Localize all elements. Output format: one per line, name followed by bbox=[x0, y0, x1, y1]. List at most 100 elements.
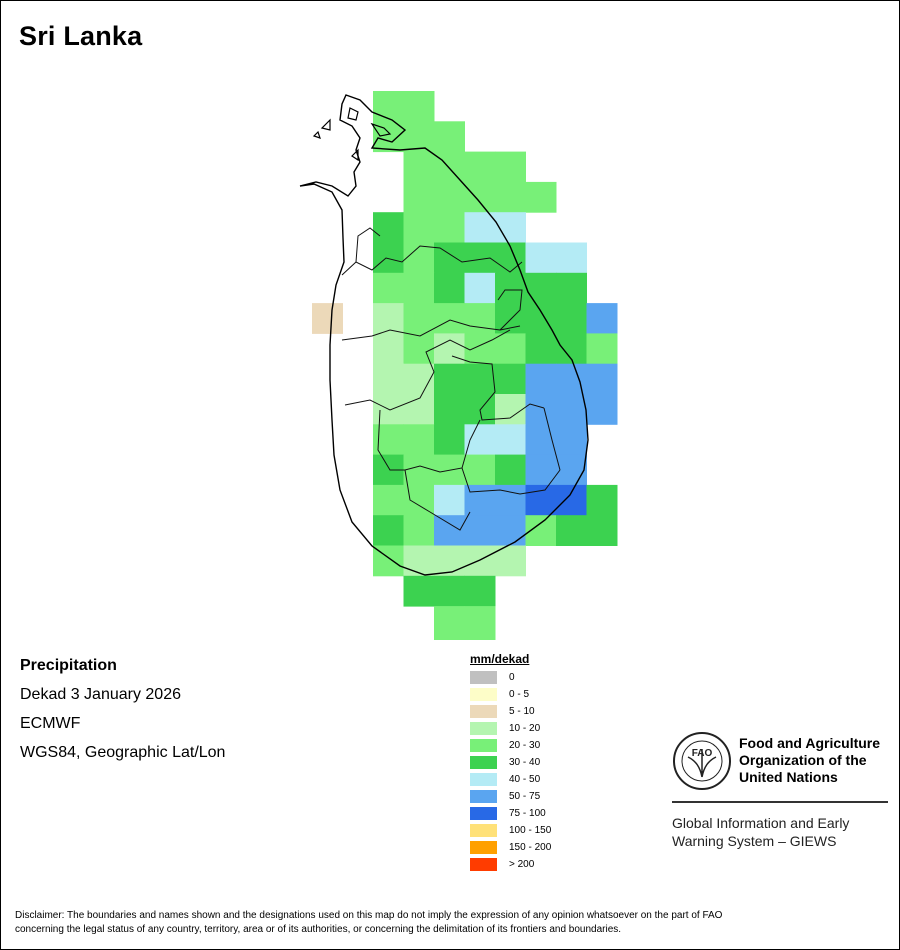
grid-cell bbox=[495, 394, 526, 425]
legend-swatch bbox=[470, 671, 497, 684]
internal-boundary-1 bbox=[341, 245, 523, 276]
grid-cell bbox=[434, 242, 465, 274]
grid-cell bbox=[495, 484, 526, 516]
legend-item: > 200 bbox=[470, 856, 551, 873]
grid-cell bbox=[434, 394, 465, 425]
projection-label: WGS84, Geographic Lat/Lon bbox=[20, 744, 226, 761]
legend-label: 10 - 20 bbox=[509, 723, 541, 734]
grid-cell bbox=[434, 272, 465, 304]
grid-cell bbox=[403, 181, 435, 213]
grid-cell bbox=[312, 303, 343, 334]
legend-label: 0 bbox=[509, 672, 515, 683]
legend-label: 100 - 150 bbox=[509, 825, 552, 836]
legend-label: 5 - 10 bbox=[509, 706, 535, 717]
grid-cell bbox=[556, 303, 587, 334]
legend-label: 75 - 100 bbox=[509, 808, 546, 819]
disclaimer-line1: Disclaimer: The boundaries and names sho… bbox=[15, 910, 723, 921]
giews-line2: Warning System – GIEWS bbox=[672, 833, 837, 849]
grid-cell bbox=[434, 212, 465, 243]
grid-cell bbox=[464, 424, 496, 456]
grid-cell bbox=[403, 333, 435, 365]
grid-cell bbox=[434, 515, 465, 546]
grid-cell bbox=[495, 333, 526, 365]
legend-item: 20 - 30 bbox=[470, 737, 551, 754]
grid-cell bbox=[525, 242, 557, 274]
sri-lanka-coastline bbox=[299, 94, 589, 576]
grid-cell bbox=[525, 181, 557, 213]
legend-swatch bbox=[470, 858, 497, 871]
disclaimer: Disclaimer: The boundaries and names sho… bbox=[15, 909, 885, 937]
grid-cell bbox=[403, 272, 435, 304]
grid-cell bbox=[403, 575, 435, 607]
legend-item: 0 - 5 bbox=[470, 686, 551, 703]
legend-label: 150 - 200 bbox=[509, 842, 552, 853]
fao-name-line1: Food and Agriculture bbox=[739, 735, 881, 751]
map-info: Precipitation Dekad 3 January 2026 ECMWF… bbox=[20, 656, 225, 772]
grid-cell bbox=[495, 212, 526, 243]
grid-cell bbox=[434, 181, 465, 213]
grid-cell bbox=[464, 515, 496, 546]
grid-cell bbox=[464, 212, 496, 243]
legend-label: > 200 bbox=[509, 859, 535, 870]
legend-swatch bbox=[470, 739, 497, 752]
grid-cell bbox=[464, 181, 496, 213]
grid-cell bbox=[464, 606, 496, 637]
grid-cell bbox=[373, 91, 404, 122]
grid-cell bbox=[434, 575, 465, 607]
grid-cell bbox=[464, 363, 496, 395]
internal-boundary-10 bbox=[404, 469, 471, 531]
grid-cell bbox=[373, 363, 404, 395]
grid-cell bbox=[403, 515, 435, 546]
grid-cell bbox=[525, 424, 557, 456]
fao-name-line2: Organization of the bbox=[739, 752, 867, 768]
legend-items: 0 0 - 5 5 - 10 10 - 20 20 - 30 30 - 40 40 - 50… bbox=[470, 669, 551, 873]
legend-item: 0 bbox=[470, 669, 551, 686]
grid-cell bbox=[434, 333, 465, 365]
grid-cell bbox=[495, 454, 526, 486]
legend-item: 30 - 40 bbox=[470, 754, 551, 771]
grid-cell bbox=[495, 303, 526, 334]
grid-cell bbox=[373, 272, 404, 304]
grid-cell bbox=[403, 151, 435, 183]
grid-cell bbox=[373, 303, 404, 334]
grid-cell bbox=[525, 272, 557, 304]
legend-item: 100 - 150 bbox=[470, 822, 551, 839]
precipitation-map bbox=[299, 91, 618, 640]
fao-logo-text: FAO bbox=[692, 748, 713, 759]
period-label: Dekad 3 January 2026 bbox=[20, 686, 181, 703]
grid-cell bbox=[434, 303, 465, 334]
grid-cell bbox=[403, 545, 435, 577]
internal-boundary-11 bbox=[543, 407, 561, 471]
fao-logo: FAO bbox=[673, 732, 731, 790]
grid-cell bbox=[495, 424, 526, 456]
grid-cell bbox=[373, 515, 404, 546]
grid-cell bbox=[464, 454, 496, 486]
internal-boundary-2 bbox=[355, 227, 381, 263]
grid-cell bbox=[495, 151, 526, 183]
internal-boundary-3 bbox=[341, 319, 521, 341]
legend-item: 40 - 50 bbox=[470, 771, 551, 788]
grid-cell bbox=[586, 333, 618, 365]
legend-swatch bbox=[470, 705, 497, 718]
grid-cell bbox=[556, 484, 587, 516]
grid-cell bbox=[525, 484, 557, 516]
grid-cell bbox=[525, 333, 557, 365]
legend-label: 50 - 75 bbox=[509, 791, 541, 802]
grid-cell bbox=[495, 515, 526, 546]
giews-line1: Global Information and Early bbox=[672, 815, 850, 831]
map-title: Sri Lanka bbox=[19, 21, 143, 51]
grid-cell bbox=[403, 454, 435, 486]
grid-cell bbox=[464, 545, 496, 577]
grid-cell bbox=[586, 363, 618, 395]
legend-title: mm/dekad bbox=[470, 652, 530, 666]
grid-cell bbox=[403, 121, 435, 153]
grid-cell bbox=[373, 333, 404, 365]
grid-cell bbox=[464, 272, 496, 304]
internal-boundary-9 bbox=[461, 467, 561, 495]
grid-cell bbox=[434, 545, 465, 577]
grid-cell bbox=[434, 484, 465, 516]
grid-cell bbox=[434, 636, 465, 640]
grid-cell bbox=[586, 515, 618, 546]
legend-item: 150 - 200 bbox=[470, 839, 551, 856]
grid-cell bbox=[495, 363, 526, 395]
